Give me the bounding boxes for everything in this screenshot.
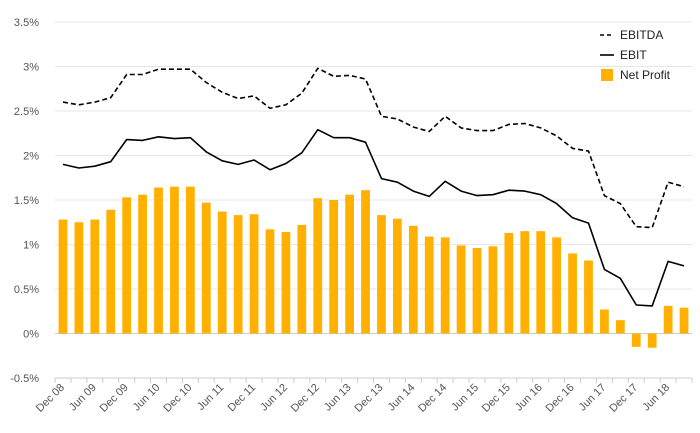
x-axis	[54, 377, 693, 383]
net-profit-bar	[408, 225, 418, 334]
net-profit-bar	[122, 197, 132, 334]
net-profit-bar	[440, 237, 450, 334]
gridlines	[55, 21, 692, 379]
legend-swatch-net-profit	[601, 69, 613, 81]
x-tick-label: Dec 10	[161, 382, 194, 415]
net-profit-bar	[106, 209, 116, 334]
net-profit-bar	[201, 202, 211, 334]
x-tick-label: Dec 09	[98, 382, 131, 415]
net-profit-bar	[520, 231, 530, 334]
y-tick-label: 0.5%	[14, 284, 39, 296]
net-profit-bar	[552, 237, 562, 334]
x-tick-label: Jun 14	[386, 382, 418, 414]
ebitda-line	[62, 67, 685, 229]
net-profit-bar	[185, 186, 195, 334]
x-tick-label: Dec 11	[226, 382, 259, 415]
y-tick-label: 3%	[23, 62, 39, 74]
net-profit-bar	[631, 333, 641, 347]
net-profit-bar	[456, 245, 466, 334]
x-tick-label: Jun 11	[195, 382, 226, 413]
y-tick-label: 2%	[23, 151, 39, 163]
net-profit-bar	[58, 219, 68, 334]
net-profit-bar	[297, 224, 307, 334]
net-profit-bar	[568, 253, 577, 334]
ebit-line	[62, 128, 685, 307]
net-profit-bar	[377, 215, 386, 334]
net-profit-bar	[249, 214, 259, 334]
y-tick-label: 1%	[23, 240, 39, 252]
x-tick-label: Dec 16	[544, 382, 577, 415]
x-tick-label: Dec 13	[352, 382, 385, 415]
x-tick-label: Jun 15	[449, 382, 481, 414]
net-profit-bar	[424, 236, 434, 334]
x-tick-label: Dec 12	[289, 382, 322, 415]
net-profit-bar	[504, 232, 514, 334]
net-profit-bar	[536, 231, 546, 334]
net-profit-bar	[313, 198, 323, 334]
net-profit-bar	[329, 200, 339, 334]
x-tick-label: Dec 08	[34, 382, 67, 415]
y-tick-label: 3.5%	[14, 17, 39, 29]
y-tick-label: 2.5%	[14, 106, 39, 118]
net-profit-bar	[663, 305, 673, 334]
x-tick-label: Jun 16	[513, 382, 545, 414]
x-tick-label: Jun 17	[577, 382, 609, 414]
net-profit-bar	[361, 190, 370, 334]
y-tick-label: 1.5%	[14, 195, 39, 207]
net-profit-bar	[600, 309, 609, 334]
x-tick-label: Jun 12	[258, 382, 290, 414]
net-profit-bar	[90, 219, 100, 334]
x-tick-label: Jun 13	[322, 382, 354, 414]
y-tick-label: -0.5%	[10, 373, 39, 385]
net-profit-bar	[679, 307, 689, 334]
net-profit-bar	[281, 232, 291, 334]
net-profit-bar	[74, 222, 84, 334]
net-profit-bar	[265, 229, 275, 334]
x-tick-label: Jun 18	[640, 382, 672, 414]
net-profit-bars	[58, 186, 689, 348]
net-profit-bar	[488, 246, 498, 334]
legend-label-net-profit: Net Profit	[620, 68, 671, 82]
x-tick-label: Dec 15	[480, 382, 513, 415]
net-profit-bar	[233, 215, 243, 334]
net-profit-bar	[138, 194, 147, 334]
net-profit-bar	[393, 218, 402, 334]
legend-label-ebitda: EBITDA	[620, 28, 663, 42]
x-tick-label: Dec 17	[607, 382, 640, 415]
net-profit-bar	[472, 248, 482, 334]
net-profit-bar	[217, 211, 227, 334]
y-tick-label: 0%	[23, 329, 39, 341]
series-lines	[62, 67, 685, 307]
x-tick-label: Dec 14	[416, 382, 449, 415]
net-profit-bar	[584, 260, 593, 334]
net-profit-bar	[170, 186, 179, 334]
net-profit-bar	[345, 194, 354, 334]
y-axis-tick-labels: -0.5% 0% 0.5% 1% 1.5% 2% 2.5% 3% 3.5%	[10, 17, 39, 385]
x-tick-label: Jun 09	[67, 382, 99, 414]
net-profit-bar	[154, 187, 163, 334]
net-profit-bar	[647, 333, 657, 348]
legend-label-ebit: EBIT	[620, 48, 647, 62]
net-profit-bar	[615, 320, 625, 334]
x-tick-label: Jun 10	[131, 382, 163, 414]
legend[interactable]: EBITDA EBIT Net Profit	[600, 28, 671, 82]
